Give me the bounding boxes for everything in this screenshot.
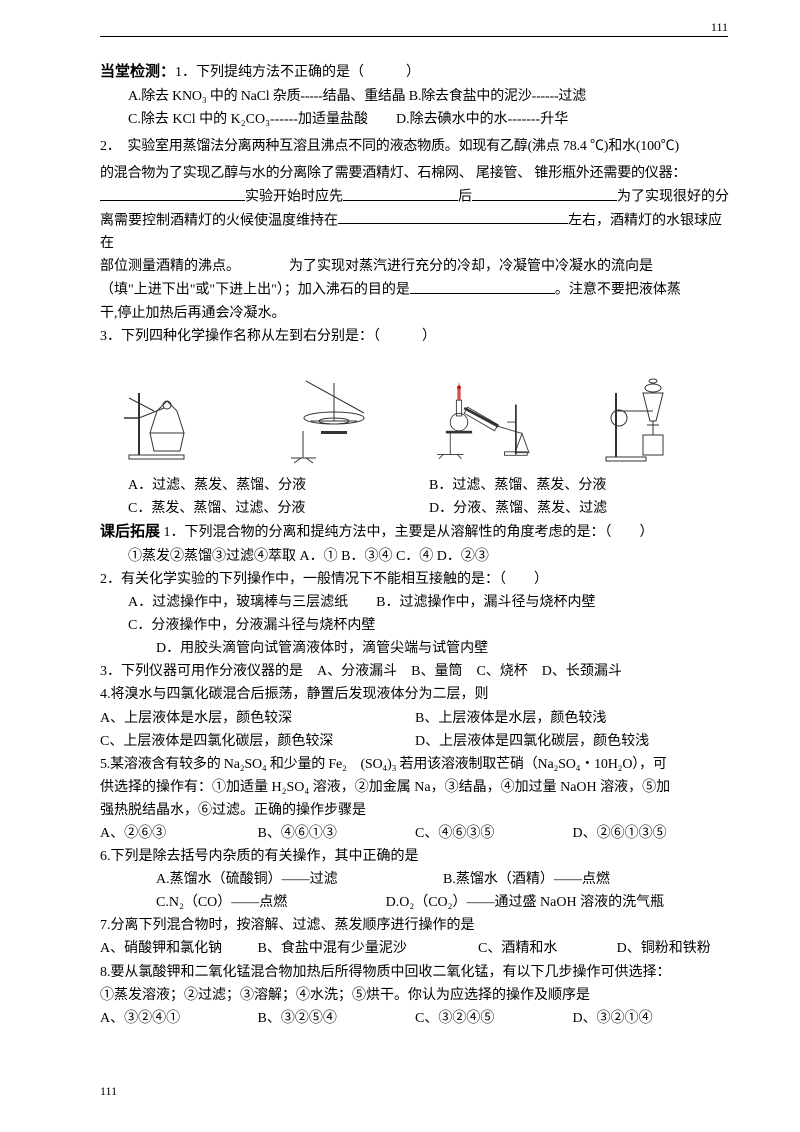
ext8-a: 8.要从氯酸钾和二氧化锰混合物加热后所得物质中回收二氧化锰，有以下几步操作可供选… (100, 961, 730, 984)
ext3-stem: 3．下列仪器可用作分液仪器的是 A、分液漏斗 B、量筒 C、烧杯 D、长颈漏斗 (100, 660, 730, 683)
ext6-stem: 6.下列是除去括号内杂质的有关操作，其中正确的是 (100, 845, 730, 868)
q2-line-c: 实验开始时应先 后 为了实现很好的分 (100, 185, 730, 208)
ext6-optD: D.O₂（CO₂）——通过盛 NaOH 溶液的洗气瓶 (386, 891, 664, 914)
ext5-optD: D、②⑥①③⑤ (573, 822, 731, 845)
ext1-opts: ①蒸发②蒸馏③过滤④萃取 A．① B．③④ C．④ D．②③ (100, 545, 730, 568)
q1-stem: 1．下列提纯方法不正确的是（ ） (175, 65, 420, 80)
blank-4 (338, 209, 568, 224)
q1-optB: B.除去食盐中的泥沙------过滤 (409, 89, 586, 104)
q2-e-b: 为了实现对蒸汽进行充分的冷却，冷凝管中冷凝水的流向是 (289, 259, 653, 274)
q3-optA: A．过滤、蒸发、蒸馏、分液 (128, 474, 429, 497)
q1-line: 当堂检测：1．下列提纯方法不正确的是（ ） (100, 60, 730, 85)
ext7-optB: B、食盐中混有少量泥沙 (258, 937, 479, 960)
ext8-optB: B、③②⑤④ (258, 1007, 416, 1030)
ext2-optB: B．过滤操作中，漏斗径与烧杯内壁 (376, 595, 595, 610)
ext4-optC: C、上层液体是四氯化碳层，颜色较深 (100, 730, 415, 753)
ext4-row2: C、上层液体是四氯化碳层，颜色较深 D、上层液体是四氯化碳层，颜色较浅 (100, 730, 730, 753)
ext2-optD: D．用胶头滴管向试管滴液体时，滴管尖端与试管内壁 (100, 637, 730, 660)
q3-optC: C．蒸发、蒸馏、过滤、分液 (128, 497, 429, 520)
ext2-stem: 2．有关化学实验的下列操作中，一般情况下不能相互接触的是：（ ） (100, 568, 730, 591)
section-title-1: 当堂检测： (100, 64, 175, 80)
blank-5 (410, 278, 555, 293)
q3-stem: 3．下列四种化学操作名称从左到右分别是：（ ） (100, 325, 730, 348)
ext8-b: ①蒸发溶液；②过滤；③溶解；④水洗；⑤烘干。你认为应选择的操作及顺序是 (100, 984, 730, 1007)
q3-optB: B．过滤、蒸馏、蒸发、分液 (429, 474, 606, 497)
blank-2 (343, 185, 458, 200)
ext2-row1: A．过滤操作中，玻璃棒与三层滤纸 B．过滤操作中，漏斗径与烧杯内壁 (100, 591, 730, 614)
q2-line-g: 干,停止加热后再通会冷凝水。 (100, 302, 730, 325)
ext2-optC: C．分液操作中，分液漏斗径与烧杯内壁 (100, 614, 730, 637)
ext5-optB: B、④⑥①③ (258, 822, 416, 845)
document-body: 当堂检测：1．下列提纯方法不正确的是（ ） A.除去 KNO₃ 中的 NaCl … (100, 60, 730, 1030)
ext5-c: 强热脱结晶水，⑥过滤。正确的操作步骤是 (100, 799, 730, 822)
q2-f-a: （填"上进下出"或"下进上出"）；加入沸石的目的是 (100, 283, 410, 298)
ext4-row1: A、上层液体是水层，颜色较深 B、上层液体是水层，颜色较浅 (100, 707, 730, 730)
q2-line-d: 离需要控制酒精灯的火候使温度维持在左右，酒精灯的水银球应在 (100, 209, 730, 256)
ext8-optD: D、③②①④ (573, 1007, 731, 1030)
page-number-bottom: 111 (100, 1082, 117, 1102)
ext4-optA: A、上层液体是水层，颜色较深 (100, 707, 415, 730)
q2-line-e: 部位测量酒精的沸点。 为了实现对蒸汽进行充分的冷却，冷凝管中冷凝水的流向是 (100, 255, 730, 278)
q2-line-a: 2． 实验室用蒸馏法分离两种互溶且沸点不同的液态物质。如现有乙醇(沸点 78.4… (100, 135, 730, 158)
ext7-opts: A、硝酸钾和氯化钠 B、食盐中混有少量泥沙 C、酒精和水 D、铜粉和铁粉 (100, 937, 730, 960)
header-rule (100, 36, 728, 37)
q2-e-a: 部位测量酒精的沸点。 (100, 259, 233, 274)
q1-opts-row1: A.除去 KNO₃ 中的 NaCl 杂质-----结晶、重结晶 B.除去食盐中的… (100, 85, 730, 108)
ext5-optA: A、②⑥③ (100, 822, 258, 845)
q3-opts-row1: A．过滤、蒸发、蒸馏、分液 B．过滤、蒸馏、蒸发、分液 (100, 474, 730, 497)
q1-optC: C.除去 KCl 中的 K₂CO₃------加适量盐酸 (128, 112, 368, 127)
ext5-optC: C、④⑥③⑤ (415, 822, 573, 845)
blank-1 (100, 185, 245, 200)
ext6-optA: A.蒸馏水（硫酸铜）——过滤 (156, 868, 443, 891)
ext5-a: 5.某溶液含有较多的 Na₂SO₄ 和少量的 Fe₂ (SO₄)₃ 若用该溶液制… (100, 753, 730, 776)
ext6-row1: A.蒸馏水（硫酸铜）——过滤 B.蒸馏水（酒精）——点燃 (100, 868, 730, 891)
ext4-optB: B、上层液体是水层，颜色较浅 (415, 707, 606, 730)
apparatus-4-icon (581, 363, 721, 468)
apparatus-3-icon (424, 363, 564, 468)
ext8-opts: A、③②④① B、③②⑤④ C、③②④⑤ D、③②①④ (100, 1007, 730, 1030)
q1-opts-row2: C.除去 KCl 中的 K₂CO₃------加适量盐酸 D.除去碘水中的水--… (100, 108, 730, 131)
blank-3 (472, 185, 617, 200)
q1-optA: A.除去 KNO₃ 中的 NaCl 杂质-----结晶、重结晶 (128, 89, 405, 104)
q2-f-b: 。注意不要把液体蒸 (555, 283, 681, 298)
ext7-optD: D、铜粉和铁粉 (617, 937, 711, 960)
q2-d-a: 离需要控制酒精灯的火候使温度维持在 (100, 213, 338, 228)
ext7-optC: C、酒精和水 (478, 937, 617, 960)
q2-line-f: （填"上进下出"或"下进上出"）；加入沸石的目的是 。注意不要把液体蒸 (100, 278, 730, 301)
ext5-b: 供选择的操作有：①加适量 H₂SO₄ 溶液，②加金属 Na，③结晶，④加过量 N… (100, 776, 730, 799)
ext4-optD: D、上层液体是四氯化碳层，颜色较浅 (415, 730, 649, 753)
ext6-optC: C.N₂（CO）——点燃 (156, 891, 386, 914)
q3-opts-row2: C．蒸发、蒸馏、过滤、分液 D．分液、蒸馏、蒸发、过滤 (100, 497, 730, 520)
apparatus-2-icon (266, 363, 406, 468)
ext8-optC: C、③②④⑤ (415, 1007, 573, 1030)
apparatus-diagrams (100, 358, 730, 468)
ext8-optA: A、③②④① (100, 1007, 258, 1030)
page-number-top: 111 (711, 18, 728, 38)
q2-c-c: 为了实现很好的分 (617, 190, 729, 205)
ext7-optA: A、硝酸钾和氯化钠 (100, 937, 258, 960)
ext6-optB: B.蒸馏水（酒精）——点燃 (443, 868, 610, 891)
section-title-2: 课后拓展 (100, 524, 160, 540)
q-ext-1: 课后拓展 1．下列混合物的分离和提纯方法中，主要是从溶解性的角度考虑的是：（ ） (100, 520, 730, 545)
q2-c-a: 实验开始时应先 (245, 190, 343, 205)
q2-c-b: 后 (458, 190, 472, 205)
apparatus-1-icon (109, 363, 249, 468)
ext4-stem: 4.将溴水与四氯化碳混合后振荡，静置后发现液体分为二层，则 (100, 683, 730, 706)
q1-optD: D.除去碘水中的水-------升华 (396, 112, 568, 127)
q3-optD: D．分液、蒸馏、蒸发、过滤 (429, 497, 607, 520)
ext5-opts: A、②⑥③ B、④⑥①③ C、④⑥③⑤ D、②⑥①③⑤ (100, 822, 730, 845)
q2-line-b: 的混合物为了实现乙醇与水的分离除了需要酒精灯、石棉网、 尾接管、 锥形瓶外还需要… (100, 162, 730, 185)
ext6-row2: C.N₂（CO）——点燃 D.O₂（CO₂）——通过盛 NaOH 溶液的洗气瓶 (100, 891, 730, 914)
ext1-stem: 1．下列混合物的分离和提纯方法中，主要是从溶解性的角度考虑的是：（ ） (164, 525, 654, 540)
ext7-stem: 7.分离下列混合物时，按溶解、过滤、蒸发顺序进行操作的是 (100, 914, 730, 937)
ext2-optA: A．过滤操作中，玻璃棒与三层滤纸 (128, 595, 348, 610)
